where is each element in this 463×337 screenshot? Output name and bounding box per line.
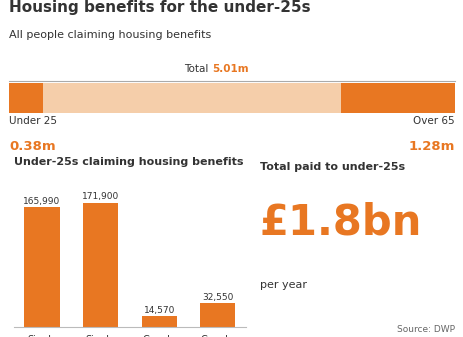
Text: 165,990: 165,990 <box>23 197 61 206</box>
Text: 5.01m: 5.01m <box>212 64 248 74</box>
Text: Over 65: Over 65 <box>412 116 454 126</box>
Bar <box>9 83 43 114</box>
Bar <box>340 83 454 114</box>
Bar <box>25 207 59 327</box>
Bar <box>43 83 340 114</box>
Text: All people claiming housing benefits: All people claiming housing benefits <box>9 30 211 40</box>
Bar <box>200 303 235 327</box>
Text: Total paid to under-25s: Total paid to under-25s <box>259 162 404 172</box>
Text: £1.8bn: £1.8bn <box>259 202 421 244</box>
Bar <box>83 203 118 327</box>
Text: Total: Total <box>184 64 212 74</box>
Text: Source: DWP: Source: DWP <box>396 325 454 334</box>
Text: Under 25: Under 25 <box>9 116 57 126</box>
Bar <box>141 316 176 327</box>
Text: 14,570: 14,570 <box>143 306 175 315</box>
Text: Under-25s claiming housing benefits: Under-25s claiming housing benefits <box>14 157 243 167</box>
Text: 1.28m: 1.28m <box>407 140 454 153</box>
Text: Housing benefits for the under-25s: Housing benefits for the under-25s <box>9 0 310 15</box>
Text: 171,900: 171,900 <box>82 192 119 202</box>
Text: 32,550: 32,550 <box>202 293 233 302</box>
Text: per year: per year <box>259 280 306 290</box>
Text: 0.38m: 0.38m <box>9 140 56 153</box>
